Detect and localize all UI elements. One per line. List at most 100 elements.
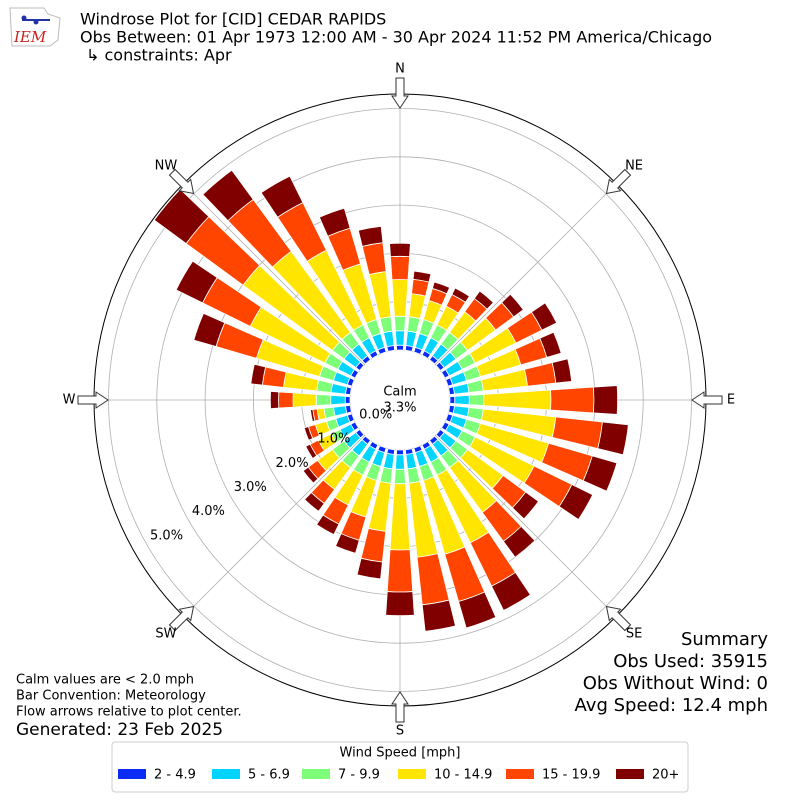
flow-arrow-shape xyxy=(605,605,632,632)
wind-bar xyxy=(302,466,319,484)
wind-bar xyxy=(303,491,325,512)
wind-bar xyxy=(405,452,418,470)
wind-bar xyxy=(416,553,450,606)
calm-value: 3.3% xyxy=(383,401,416,416)
wind-bar xyxy=(389,242,411,258)
flow-arrow-shape xyxy=(168,168,195,195)
summary-line: Obs Without Wind: 0 xyxy=(583,673,768,694)
flow-arrow xyxy=(391,77,409,109)
wind-bar xyxy=(468,394,485,406)
direction-label: SE xyxy=(626,627,642,642)
legend-label: 10 - 14.9 xyxy=(434,768,492,783)
grid-spoke xyxy=(435,435,617,617)
grid-spoke xyxy=(435,183,617,365)
calm-circle xyxy=(351,351,449,449)
radial-tick-label: 5.0% xyxy=(150,528,183,543)
wind-bar xyxy=(394,330,406,346)
flow-arrow xyxy=(77,391,109,409)
wind-bar xyxy=(539,331,562,358)
wind-bar xyxy=(408,293,427,320)
wind-bar xyxy=(395,449,405,456)
wind-bar xyxy=(303,426,314,441)
legend-swatch xyxy=(616,769,644,779)
wind-bar xyxy=(382,452,395,470)
generated: Generated: 23 Feb 2025 xyxy=(16,720,223,740)
radial-tick-label: 1.0% xyxy=(317,432,350,447)
wind-bar xyxy=(333,405,348,417)
wind-bar xyxy=(452,382,470,395)
legend-swatch xyxy=(506,769,534,779)
wind-bar xyxy=(330,382,348,395)
wind-bar xyxy=(593,385,619,415)
wind-bar xyxy=(379,466,393,484)
wind-bar xyxy=(305,443,318,460)
wind-bar xyxy=(394,315,406,332)
flow-arrow-shape xyxy=(605,168,632,195)
wind-bar xyxy=(278,391,294,409)
legend-title: Wind Speed [mph] xyxy=(340,746,461,761)
direction-label: SW xyxy=(155,627,176,642)
wind-bar xyxy=(394,454,406,470)
chart-subtitle: Obs Between: 01 Apr 1973 12:00 AM - 30 A… xyxy=(80,28,712,47)
wind-bar xyxy=(292,392,317,408)
wind-bar xyxy=(386,549,414,593)
flow-arrow xyxy=(391,691,409,723)
note: Bar Convention: Meteorology xyxy=(16,689,206,704)
legend-swatch xyxy=(118,769,146,779)
flow-arrow xyxy=(168,605,195,632)
flow-arrow xyxy=(605,605,632,632)
wind-bar xyxy=(551,416,603,450)
wind-bar xyxy=(483,389,552,411)
grid-spoke xyxy=(183,435,365,617)
legend-swatch xyxy=(302,769,330,779)
legend-swatch xyxy=(212,769,240,779)
wind-bar xyxy=(357,225,384,247)
wind-bar xyxy=(385,591,415,617)
wind-bar xyxy=(502,525,536,558)
flow-arrow-shape xyxy=(168,605,195,632)
wind-bar xyxy=(250,363,267,386)
wind-bar xyxy=(175,260,218,304)
wind-bar xyxy=(421,599,456,632)
wind-bar xyxy=(260,175,304,218)
wind-bar xyxy=(407,466,421,484)
wind-bar xyxy=(452,405,470,418)
wind-bar xyxy=(309,409,316,422)
wind-bar xyxy=(473,290,495,310)
wind-bar xyxy=(405,330,418,348)
wind-bar xyxy=(530,302,558,331)
radial-tick-label: 4.0% xyxy=(192,504,225,519)
wind-bar xyxy=(466,407,484,421)
wind-bar xyxy=(316,379,334,393)
plot-area: N NE E SE S SW W NW 0.0% 1.0% 2.0% 3.0% 4.0% 5.0% xyxy=(63,62,736,739)
direction-label: S xyxy=(396,724,404,739)
flow-arrow xyxy=(605,168,632,195)
wind-bar xyxy=(316,514,340,536)
wind-bar xyxy=(361,242,387,275)
legend-label: 7 - 9.9 xyxy=(338,768,380,783)
wind-bar xyxy=(524,362,557,387)
wind-bar xyxy=(501,293,524,318)
direction-label: E xyxy=(727,393,735,408)
wind-bar xyxy=(193,312,226,348)
wind-bar xyxy=(269,390,280,410)
wind-bar xyxy=(390,255,410,281)
flow-arrow xyxy=(691,391,723,409)
wind-bar xyxy=(344,395,351,405)
wind-bar xyxy=(466,379,484,393)
wind-bar xyxy=(431,281,451,295)
flow-arrow-shape xyxy=(391,77,409,109)
wind-bar xyxy=(454,394,470,406)
wind-bar xyxy=(511,491,540,520)
wind-bar xyxy=(261,366,287,388)
wind-bar xyxy=(391,279,409,317)
wind-bar xyxy=(315,394,332,406)
legend-swatch xyxy=(398,769,426,779)
wind-bar xyxy=(202,169,254,222)
wind-bar xyxy=(379,316,393,334)
direction-label: NE xyxy=(625,158,643,173)
legend-box xyxy=(111,741,689,793)
wind-bar xyxy=(550,386,595,414)
wind-bar xyxy=(395,344,405,351)
